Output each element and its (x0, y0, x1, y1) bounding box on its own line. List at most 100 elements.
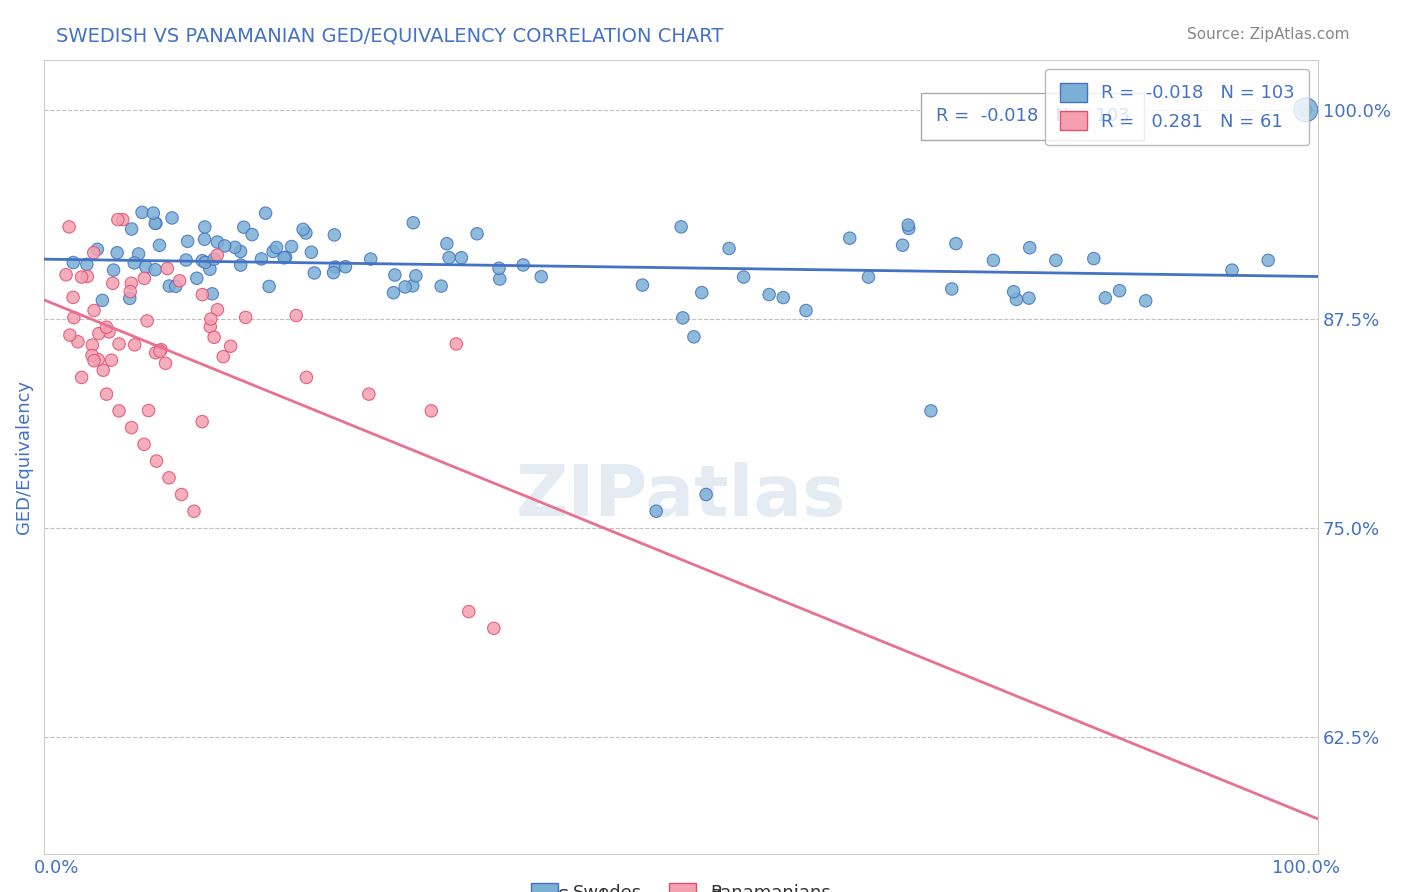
Point (457, 605, 479, 619)
Point (1220, 263, 1243, 277)
Point (512, 258, 534, 272)
Point (299, 245, 322, 260)
Point (63, 310, 86, 325)
Point (357, 387, 380, 401)
Point (59, 328, 82, 343)
Point (83, 303, 105, 318)
Point (134, 271, 156, 285)
Point (695, 487, 717, 501)
Point (201, 286, 224, 301)
Point (191, 253, 214, 268)
Point (323, 260, 346, 274)
Point (838, 231, 860, 245)
Point (122, 256, 145, 270)
Point (772, 291, 794, 305)
Point (87, 352, 110, 367)
Point (200, 312, 222, 326)
Point (76, 257, 98, 271)
Point (1083, 252, 1105, 266)
Text: Panamanians: Panamanians (710, 888, 831, 892)
Point (488, 272, 510, 286)
Point (232, 220, 254, 235)
Point (229, 244, 252, 259)
Point (70, 270, 93, 285)
Point (105, 245, 128, 260)
Point (482, 621, 505, 635)
Point (111, 212, 134, 227)
Point (224, 240, 246, 254)
Point (254, 206, 277, 220)
Point (207, 302, 229, 317)
Point (1295, 103, 1317, 117)
Point (96, 320, 118, 334)
Text: Swedes: Swedes (557, 888, 627, 892)
Point (402, 278, 425, 293)
Point (891, 238, 914, 252)
Text: R =  -0.018   N = 103: R = -0.018 N = 103 (936, 107, 1129, 125)
Point (98, 325, 121, 339)
Point (138, 403, 160, 417)
Point (794, 303, 817, 318)
Point (758, 287, 780, 301)
Point (295, 226, 318, 240)
Point (200, 319, 222, 334)
Legend: R =  -0.018   N = 103, R =   0.281   N = 61: R = -0.018 N = 103, R = 0.281 N = 61 (1045, 69, 1309, 145)
Point (229, 258, 252, 272)
Point (920, 404, 942, 418)
Point (155, 356, 177, 370)
Point (198, 262, 221, 277)
Point (157, 279, 180, 293)
Point (235, 310, 257, 325)
Point (145, 345, 167, 359)
Point (143, 262, 166, 277)
Point (174, 253, 197, 268)
Point (436, 236, 458, 251)
Point (107, 212, 129, 227)
Text: ZIPatlas: ZIPatlas (516, 462, 846, 531)
Point (207, 248, 229, 262)
Point (1135, 293, 1157, 308)
Point (1257, 253, 1279, 268)
Point (1005, 293, 1028, 307)
Point (62, 255, 84, 269)
Point (91, 363, 114, 377)
Point (143, 216, 166, 230)
Point (446, 337, 468, 351)
Point (292, 222, 315, 236)
Point (96, 387, 118, 401)
Point (202, 252, 225, 267)
Point (169, 274, 191, 288)
Point (214, 239, 236, 253)
Point (87, 326, 110, 341)
Point (382, 285, 405, 300)
Point (194, 219, 217, 234)
Point (335, 260, 357, 274)
Point (690, 285, 713, 300)
Point (186, 271, 208, 285)
Point (405, 268, 427, 283)
Point (394, 280, 416, 294)
Point (683, 330, 706, 344)
Point (897, 218, 920, 232)
Point (156, 261, 179, 276)
Point (142, 206, 165, 220)
Point (1018, 241, 1040, 255)
Point (1018, 291, 1040, 305)
Point (120, 285, 142, 299)
Point (250, 252, 273, 266)
Point (176, 235, 198, 249)
Point (285, 309, 308, 323)
Text: SWEDISH VS PANAMANIAN GED/EQUIVALENCY CORRELATION CHART: SWEDISH VS PANAMANIAN GED/EQUIVALENCY CO… (56, 27, 724, 45)
Point (91, 293, 114, 308)
Point (62, 290, 84, 304)
Point (530, 269, 553, 284)
Point (465, 227, 488, 241)
Point (1108, 284, 1130, 298)
Point (1045, 253, 1067, 268)
Point (108, 404, 131, 418)
Point (118, 292, 141, 306)
Point (384, 268, 406, 282)
Point (360, 252, 382, 266)
Point (124, 338, 146, 352)
Point (194, 255, 217, 269)
